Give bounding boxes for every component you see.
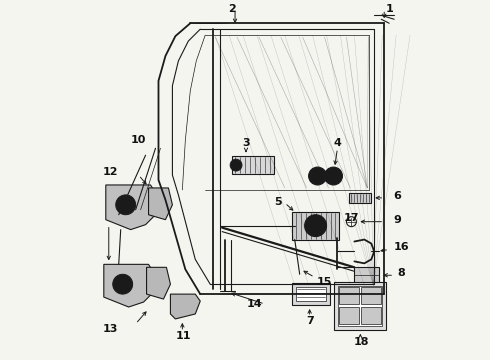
Text: 15: 15 xyxy=(317,277,332,287)
Text: 7: 7 xyxy=(306,316,314,326)
Text: 16: 16 xyxy=(393,243,409,252)
Circle shape xyxy=(324,167,343,185)
Circle shape xyxy=(314,172,321,180)
Circle shape xyxy=(305,215,326,237)
Text: 6: 6 xyxy=(393,191,401,201)
Bar xyxy=(361,307,381,324)
Text: 12: 12 xyxy=(103,167,119,177)
Bar xyxy=(340,307,359,324)
Text: 4: 4 xyxy=(334,138,342,148)
Text: 8: 8 xyxy=(397,268,405,278)
Circle shape xyxy=(116,195,136,215)
Circle shape xyxy=(122,201,130,209)
Circle shape xyxy=(329,172,338,180)
Text: 5: 5 xyxy=(274,197,282,207)
Bar xyxy=(335,282,386,330)
Circle shape xyxy=(230,159,242,171)
Circle shape xyxy=(119,280,127,288)
Polygon shape xyxy=(106,185,155,230)
Bar xyxy=(340,287,359,304)
Polygon shape xyxy=(148,188,172,220)
Bar xyxy=(354,267,379,283)
Text: 2: 2 xyxy=(228,4,236,14)
Bar xyxy=(232,156,274,174)
Circle shape xyxy=(113,274,133,294)
Text: 13: 13 xyxy=(103,324,119,334)
Polygon shape xyxy=(104,264,153,307)
Text: 3: 3 xyxy=(242,138,250,148)
Polygon shape xyxy=(147,267,171,299)
Bar xyxy=(292,212,340,239)
Text: 14: 14 xyxy=(247,299,263,309)
Text: 17: 17 xyxy=(343,213,359,223)
Text: 10: 10 xyxy=(131,135,147,145)
Circle shape xyxy=(311,221,320,231)
Text: 18: 18 xyxy=(354,337,369,347)
Bar xyxy=(339,286,382,326)
Bar xyxy=(292,283,329,305)
Text: 11: 11 xyxy=(175,331,191,341)
Circle shape xyxy=(309,167,326,185)
Polygon shape xyxy=(171,294,200,319)
Text: 9: 9 xyxy=(393,215,401,225)
Text: 1: 1 xyxy=(385,4,393,14)
Bar xyxy=(295,287,325,301)
Bar xyxy=(349,193,371,203)
Bar xyxy=(361,287,381,304)
